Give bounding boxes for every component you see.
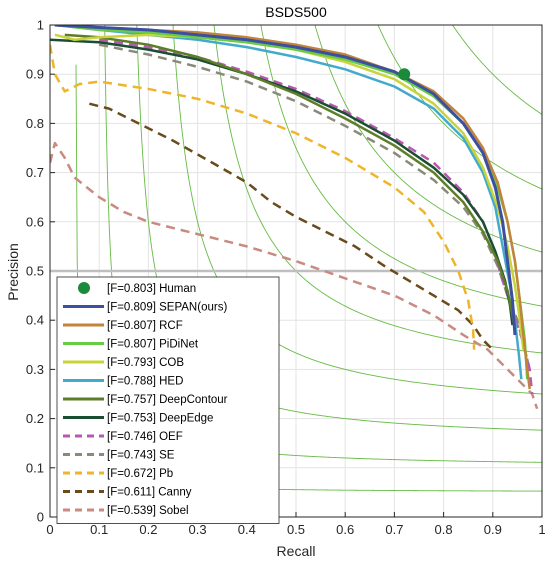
legend-label: [F=0.788] HED bbox=[107, 376, 183, 388]
series-line bbox=[50, 44, 476, 350]
legend-label: [F=0.757] DeepContour bbox=[107, 394, 228, 406]
legend-label: [F=0.743] SE bbox=[107, 450, 175, 462]
y-tick-label: 0.5 bbox=[26, 264, 44, 279]
iso-f-curve bbox=[314, 25, 542, 253]
human-point bbox=[398, 68, 411, 81]
x-tick-label: 0.4 bbox=[238, 522, 256, 537]
series-line bbox=[50, 141, 539, 410]
legend-marker-human bbox=[78, 282, 90, 294]
human-marker bbox=[398, 68, 411, 81]
x-tick-label: 0.3 bbox=[189, 522, 207, 537]
x-tick-label: 0.9 bbox=[484, 522, 502, 537]
legend-label: [F=0.539] Sobel bbox=[107, 505, 189, 517]
x-tick-label: 0.5 bbox=[287, 522, 305, 537]
x-tick-label: 0 bbox=[46, 522, 53, 537]
series-line bbox=[64, 33, 517, 331]
x-tick-labels: 0 0.1 0.2 0.3 0.4 0.5 0.6 0.7 0.8 0.9 1 bbox=[46, 522, 545, 537]
plot-frame bbox=[49, 24, 543, 518]
x-tick-label: 0.1 bbox=[90, 522, 108, 537]
legend-label: [F=0.807] PiDiNet bbox=[107, 339, 199, 351]
legend-label: [F=0.809] SEPAN(ours) bbox=[107, 302, 227, 314]
y-tick-label: 0.3 bbox=[26, 362, 44, 377]
x-tick-label: 0.8 bbox=[435, 522, 453, 537]
x-tick-label: 0.6 bbox=[336, 522, 354, 537]
legend-label: [F=0.793] COB bbox=[107, 357, 184, 369]
iso-f-curve bbox=[260, 25, 542, 307]
y-tick-labels: 0 0.1 0.2 0.3 0.4 0.5 0.6 0.7 0.8 0.9 1 bbox=[26, 18, 44, 525]
x-tick-label: 0.7 bbox=[385, 522, 403, 537]
y-tick-label: 0.6 bbox=[26, 214, 44, 229]
legend-label: [F=0.803] Human bbox=[107, 283, 196, 295]
y-tick-label: 0.1 bbox=[26, 460, 44, 475]
series-line bbox=[54, 25, 517, 336]
x-axis-label: Recall bbox=[277, 543, 316, 559]
iso-f-curve bbox=[213, 25, 542, 354]
legend-label: [F=0.611] Canny bbox=[107, 487, 192, 499]
x-tick-label: 0.2 bbox=[139, 522, 157, 537]
legend-label: [F=0.746] OEF bbox=[107, 431, 183, 443]
x-tick-label: 1 bbox=[538, 522, 545, 537]
series-lines bbox=[50, 25, 539, 410]
series-line bbox=[54, 25, 531, 390]
chart-title: BSDS500 bbox=[265, 4, 327, 20]
series-line bbox=[54, 33, 525, 350]
y-tick-label: 0.2 bbox=[26, 411, 44, 426]
y-tick-label: 0.7 bbox=[26, 165, 44, 180]
y-tick-label: 0 bbox=[37, 510, 44, 525]
legend-label: [F=0.753] DeepEdge bbox=[107, 413, 213, 425]
y-tick-label: 0.4 bbox=[26, 313, 44, 328]
iso-f-curve bbox=[452, 25, 542, 115]
iso-f-curve bbox=[377, 25, 542, 190]
y-axis-label: Precision bbox=[5, 243, 21, 301]
y-tick-label: 0.9 bbox=[26, 67, 44, 82]
legend-label: [F=0.807] RCF bbox=[107, 320, 183, 332]
series-line bbox=[89, 102, 494, 351]
legend-label: [F=0.672] Pb bbox=[107, 468, 173, 480]
y-tick-label: 1 bbox=[37, 18, 44, 33]
legend: [F=0.803] Human [F=0.809] SEPAN(ours) [F=0… bbox=[56, 276, 280, 524]
series-line bbox=[98, 43, 531, 370]
y-tick-label: 0.8 bbox=[26, 116, 44, 131]
